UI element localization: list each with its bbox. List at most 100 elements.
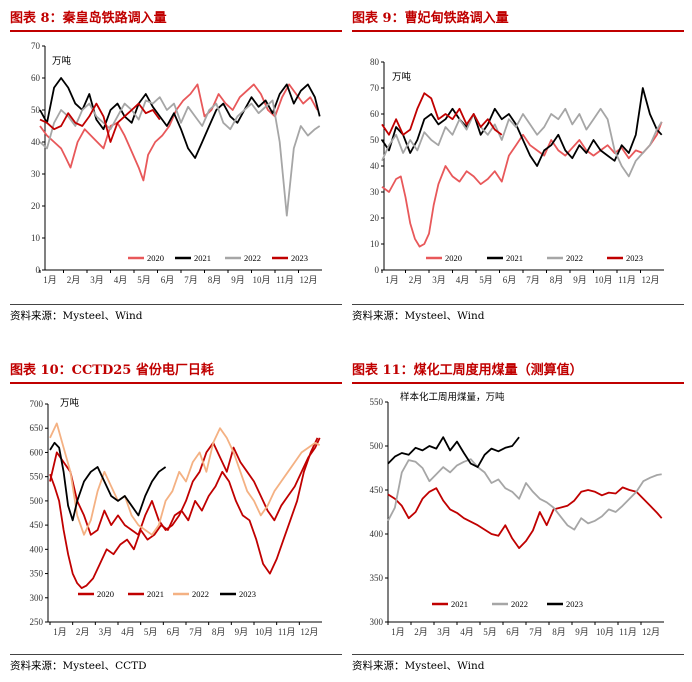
x-tick-label: 12月 xyxy=(642,627,660,637)
x-tick-label: 10月 xyxy=(596,627,614,637)
series-line-2023 xyxy=(39,102,161,143)
legend-label: 2022 xyxy=(566,253,583,263)
series-line-2022 xyxy=(39,96,321,217)
legend-label: 2023 xyxy=(291,253,308,263)
series-line-2023 xyxy=(381,92,503,136)
x-tick-label: 10月 xyxy=(255,627,273,637)
series-line-2021 xyxy=(49,437,321,536)
x-tick-label: 7月 xyxy=(184,275,198,285)
x-tick-label: 7月 xyxy=(189,627,203,637)
unit-label: 万吨 xyxy=(52,55,72,67)
legend-label: 2023 xyxy=(626,253,643,263)
x-tick-label: 3月 xyxy=(437,627,451,637)
panel-title: 图表 10：CCTD25 省份电厂日耗 xyxy=(10,358,342,384)
y-tick-label: 70 xyxy=(31,41,41,51)
series-line-2020 xyxy=(49,437,319,590)
x-tick-label: 10月 xyxy=(252,275,270,285)
x-tick-label: 6月 xyxy=(506,627,520,637)
y-tick-label: 450 xyxy=(30,520,44,530)
unit-label: 万吨 xyxy=(392,71,412,83)
x-tick-label: 7月 xyxy=(529,627,543,637)
y-tick-label: 50 xyxy=(31,105,41,115)
legend-label: 2020 xyxy=(147,253,164,263)
y-tick-label: 70 xyxy=(370,83,380,93)
x-tick-label: 6月 xyxy=(167,627,181,637)
y-tick-label: 650 xyxy=(30,423,44,433)
legend-label: 2021 xyxy=(194,253,211,263)
x-tick-label: 10月 xyxy=(594,275,612,285)
legend-label: 2021 xyxy=(506,253,523,263)
panel-title: 图表 8：秦皇岛铁路调入量 xyxy=(10,6,342,32)
chart-cctd25: 250 300 350 400 450 500 550 600 650 700 万吨 1月 2月 3月 4月… xyxy=(30,397,322,637)
y-tick-label: 350 xyxy=(30,569,44,579)
x-tick-label: 7月 xyxy=(526,275,540,285)
x-tick-label: 9月 xyxy=(573,275,587,285)
chart-qinhuangdao: 0 10 20 30 40 50 60 70 万吨 1月 2月 3月 4月 5月 6月 7月 8月 9月 10月 11… xyxy=(31,41,322,285)
x-tick-label: 5月 xyxy=(483,627,497,637)
series-line-2021 xyxy=(387,486,663,550)
y-tick-label: 20 xyxy=(370,213,380,223)
x-tick-label: 9月 xyxy=(575,627,589,637)
x-tick-label: 1月 xyxy=(391,627,405,637)
x-tick-label: 2月 xyxy=(67,275,81,285)
y-tick-label: 40 xyxy=(31,137,41,147)
x-tick-label: 12月 xyxy=(299,275,317,285)
panel-source: 资料来源：Mysteel、Wind xyxy=(352,660,485,672)
y-tick-label: 300 xyxy=(370,617,384,627)
y-tick-label: 600 xyxy=(30,447,44,457)
legend-label: 2023 xyxy=(239,589,256,599)
legend-label: 2022 xyxy=(511,599,528,609)
series-line-2022 xyxy=(381,107,663,178)
y-tick-label: 30 xyxy=(31,169,41,179)
y-tick-label: 500 xyxy=(370,441,384,451)
y-tick-label: 350 xyxy=(370,573,384,583)
series-line-2022 xyxy=(387,458,662,531)
x-tick-label: 8月 xyxy=(552,627,566,637)
x-tick-label: 8月 xyxy=(212,627,226,637)
x-tick-label: 1月 xyxy=(43,275,57,285)
x-tick-label: 3月 xyxy=(99,627,113,637)
x-tick-label: 1月 xyxy=(53,627,67,637)
legend-label: 2023 xyxy=(566,599,583,609)
x-tick-label: 11月 xyxy=(618,275,636,285)
panel-title: 图表 11：煤化工周度用煤量（测算值） xyxy=(352,358,684,384)
y-tick-label: 550 xyxy=(30,472,44,482)
x-tick-label: 3月 xyxy=(432,275,446,285)
legend-label: 2020 xyxy=(97,589,114,599)
x-tick-label: 4月 xyxy=(121,627,135,637)
panel-qinhuangdao: 图表 8：秦皇岛铁路调入量 0 10 20 30 40 50 60 70 万吨 1月 2月 3月 4月 5… xyxy=(10,6,342,328)
chart-coal-chem: 300 350 400 450 500 550 样本化工周用煤量，万吨 1月 2月 3月 4月 5月 6… xyxy=(370,391,664,637)
panel-title: 图表 9：曹妃甸铁路调入量 xyxy=(352,6,684,32)
y-tick-label: 10 xyxy=(370,239,380,249)
x-tick-label: 8月 xyxy=(208,275,222,285)
x-tick-label: 5月 xyxy=(137,275,151,285)
y-tick-label: 60 xyxy=(370,109,380,119)
panel-cctd25: 图表 10：CCTD25 省份电厂日耗 250 300 350 400 450 500 55… xyxy=(10,358,342,678)
x-tick-label: 5月 xyxy=(144,627,158,637)
x-tick-label: 1月 xyxy=(385,275,399,285)
x-tick-label: 2月 xyxy=(409,275,423,285)
y-tick-label: 50 xyxy=(370,135,380,145)
legend-label: 2021 xyxy=(147,589,164,599)
y-tick-label: 550 xyxy=(370,397,384,407)
series-line-2020 xyxy=(381,121,663,248)
y-tick-label: 700 xyxy=(30,399,44,409)
x-tick-label: 2月 xyxy=(414,627,428,637)
y-tick-label: 300 xyxy=(30,593,44,603)
unit-label: 样本化工周用煤量，万吨 xyxy=(400,391,505,403)
panel-source: 资料来源：Mysteel、Wind xyxy=(10,310,143,322)
unit-label: 万吨 xyxy=(60,397,80,409)
x-tick-label: 11月 xyxy=(278,627,296,637)
y-tick-label: 20 xyxy=(31,201,41,211)
y-tick-label: 30 xyxy=(370,187,380,197)
x-tick-label: 12月 xyxy=(641,275,659,285)
y-tick-label: 0 xyxy=(36,265,41,275)
x-tick-label: 6月 xyxy=(161,275,175,285)
series-line-2022 xyxy=(49,422,321,536)
x-tick-label: 11月 xyxy=(276,275,294,285)
x-tick-label: 4月 xyxy=(456,275,470,285)
panel-coal-chem: 图表 11：煤化工周度用煤量（测算值） 300 350 400 450 500 550 样本… xyxy=(352,358,684,678)
series-line-2021 xyxy=(381,87,663,167)
series-line-2023 xyxy=(49,441,167,522)
series-line-2021 xyxy=(39,77,321,159)
